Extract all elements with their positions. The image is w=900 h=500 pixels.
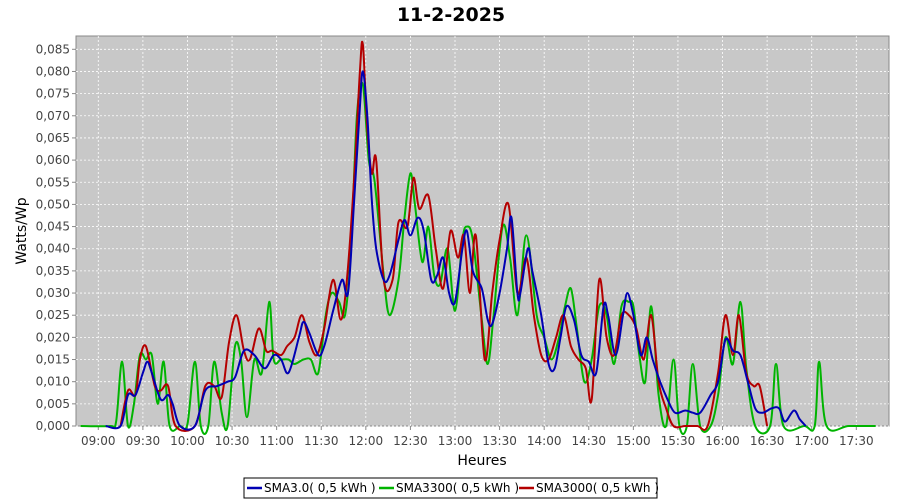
x-axis: 09:00 09:30 10:00 10:30 11:00 11:30 12:00 12:30… — [81, 426, 874, 448]
y-tick-label: 0,000 — [36, 419, 70, 433]
x-tick-label: 12:00 — [349, 434, 384, 448]
x-tick-label: 11:00 — [259, 434, 294, 448]
x-tick-label: 11:30 — [304, 434, 339, 448]
x-tick-label: 10:00 — [170, 434, 205, 448]
y-tick-label: 0,070 — [36, 109, 70, 123]
y-tick-label: 0,030 — [36, 286, 70, 300]
y-tick-label: 0,045 — [36, 220, 70, 234]
series-line-sma3000 — [119, 40, 769, 432]
series-lines — [80, 40, 876, 436]
x-tick-label: 09:00 — [81, 434, 116, 448]
x-tick-label: 12:30 — [393, 434, 428, 448]
legend-box — [243, 477, 658, 499]
plot-area — [75, 35, 890, 427]
series-line-sma3300 — [80, 81, 876, 436]
y-tick-label: 0,080 — [36, 64, 70, 78]
y-tick-label: 0,025 — [36, 308, 70, 322]
x-tick-label: 09:30 — [126, 434, 161, 448]
y-tick-label: 0,010 — [36, 375, 70, 389]
y-tick-label: 0,075 — [36, 87, 70, 101]
x-tick-label: 15:30 — [661, 434, 696, 448]
legend: SMA3.0( 0,5 kWh ) SMA3300( 0,5 kWh ) SMA30… — [243, 477, 659, 499]
y-tick-label: 0,005 — [36, 397, 70, 411]
legend-entry: SMA3.0( 0,5 kWh ) — [264, 481, 376, 495]
y-tick-label: 0,040 — [36, 242, 70, 256]
x-tick-label: 16:30 — [750, 434, 785, 448]
x-tick-label: 14:00 — [527, 434, 562, 448]
y-tick-label: 0,050 — [36, 197, 70, 211]
y-tick-label: 0,085 — [36, 42, 70, 56]
x-tick-label: 13:30 — [482, 434, 517, 448]
y-axis-label: Watts/Wp — [14, 197, 30, 264]
y-tick-label: 0,055 — [36, 175, 70, 189]
y-tick-label: 0,015 — [36, 353, 70, 367]
y-tick-label: 0,065 — [36, 131, 70, 145]
y-tick-label: 0,020 — [36, 330, 70, 344]
chart-title: 11-2-2025 — [397, 4, 505, 26]
legend-entry: SMA3000( 0,5 kWh ) — [536, 481, 659, 495]
legend-entry: SMA3300( 0,5 kWh ) — [396, 481, 519, 495]
series-line-sma3-0 — [105, 70, 807, 431]
x-tick-label: 17:00 — [794, 434, 829, 448]
x-axis-label: Heures — [457, 453, 506, 469]
x-tick-label: 17:30 — [839, 434, 874, 448]
y-tick-label: 0,035 — [36, 264, 70, 278]
x-tick-label: 16:00 — [705, 434, 740, 448]
y-tick-label: 0,060 — [36, 153, 70, 167]
y-axis: 0,000 0,005 0,010 0,015 0,020 0,025 0,030 0,035… — [36, 42, 76, 433]
x-tick-label: 13:00 — [438, 434, 473, 448]
x-tick-label: 14:30 — [571, 434, 606, 448]
x-tick-label: 15:00 — [616, 434, 651, 448]
x-tick-label: 10:30 — [215, 434, 250, 448]
